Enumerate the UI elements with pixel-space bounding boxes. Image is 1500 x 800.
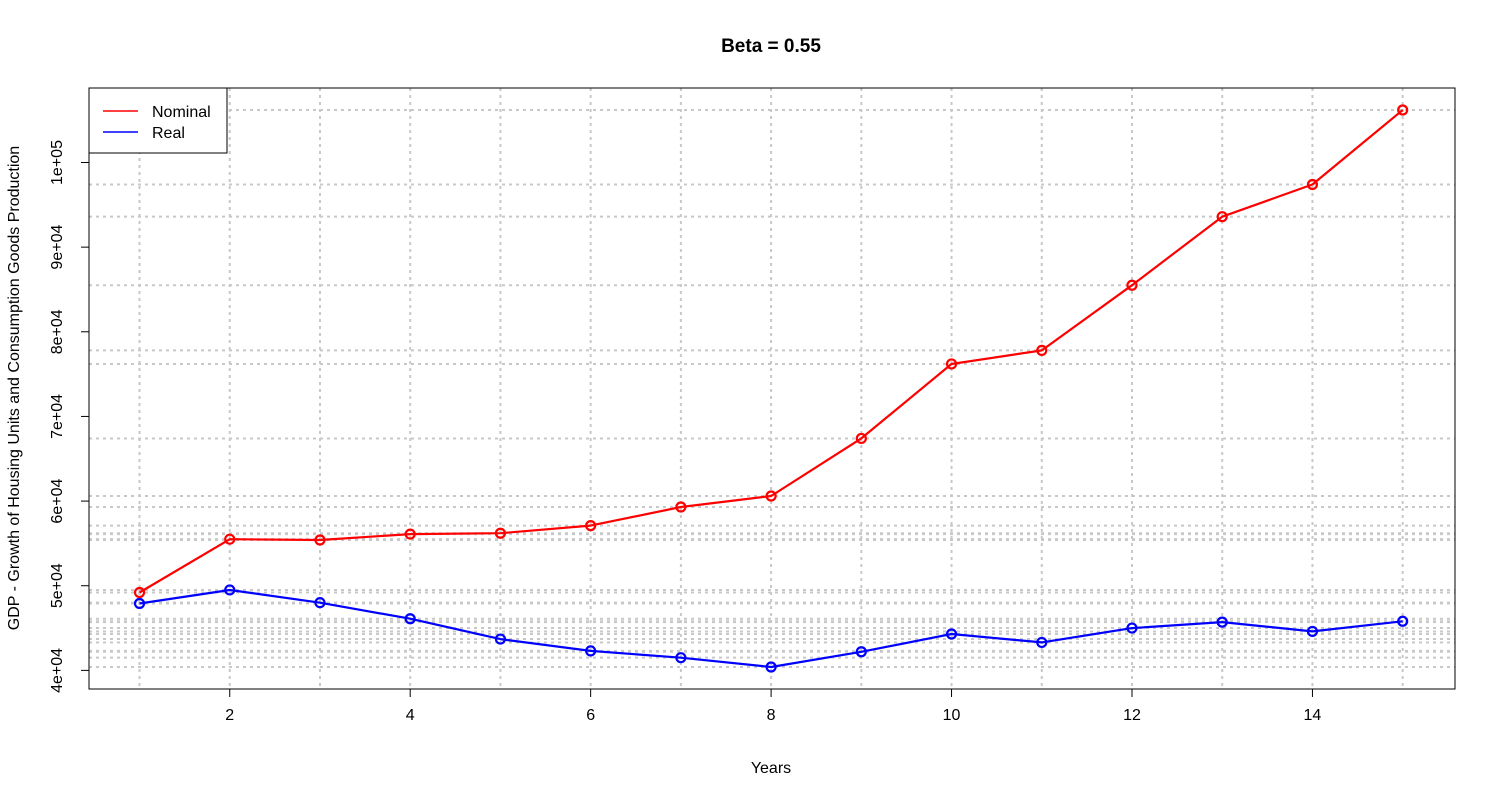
- x-tick-label: 12: [1123, 707, 1141, 724]
- y-tick-label: 1e+05: [49, 140, 66, 185]
- x-axis-label: Years: [751, 760, 791, 777]
- data-point-nominal: [1126, 279, 1138, 291]
- y-tick-label: 5e+04: [49, 563, 66, 608]
- data-point-nominal: [585, 520, 597, 532]
- data-point-nominal: [314, 534, 326, 546]
- data-point-nominal: [404, 528, 416, 540]
- y-axis: 4e+04 5e+04 6e+04 7e+04 8e+04 9e+04 1e+05: [49, 140, 89, 693]
- legend-box: [88, 87, 228, 154]
- data-point-nominal: [765, 490, 777, 502]
- data-point-real: [133, 597, 146, 610]
- legend-entry-nominal: Nominal: [103, 104, 211, 121]
- legend-label-real: Real: [152, 125, 185, 142]
- data-point-real: [675, 652, 687, 664]
- x-tick-label: 10: [943, 707, 961, 724]
- series-line-nominal: [138, 109, 1404, 594]
- data-point-real: [404, 613, 416, 625]
- y-tick-label: 4e+04: [49, 648, 66, 693]
- data-point-real: [1126, 622, 1138, 634]
- data-point-real: [765, 661, 777, 673]
- data-point-nominal: [133, 586, 146, 599]
- series-layer: [133, 104, 1409, 673]
- x-axis: 2 4 6 8 10 12 14: [225, 689, 1321, 724]
- data-point-nominal: [1036, 344, 1048, 357]
- data-point-nominal: [945, 358, 958, 370]
- data-point-nominal: [224, 533, 236, 545]
- data-point-nominal: [855, 432, 867, 445]
- legend: Nominal Real: [88, 87, 228, 154]
- y-tick-label: 6e+04: [49, 479, 66, 524]
- x-tick-label: 4: [406, 707, 415, 724]
- data-point-nominal: [1216, 211, 1228, 223]
- x-tick-label: 2: [225, 707, 234, 724]
- data-point-real: [1306, 625, 1319, 638]
- data-point-real: [855, 646, 867, 658]
- plot-frame: [88, 87, 1456, 690]
- data-point-real: [1036, 636, 1048, 649]
- y-axis-label: GDP - Growth of Housing Units and Consum…: [6, 146, 23, 630]
- y-tick-label: 8e+04: [49, 309, 66, 354]
- data-point-real: [1397, 615, 1409, 627]
- data-point-real: [224, 584, 236, 596]
- x-tick-label: 14: [1304, 707, 1322, 724]
- x-tick-label: 6: [586, 707, 595, 724]
- data-point-real: [1216, 616, 1228, 628]
- data-point-real: [585, 645, 597, 657]
- data-point-real: [494, 633, 507, 645]
- data-point-nominal: [1306, 178, 1319, 191]
- data-point-real: [314, 597, 326, 609]
- data-point-nominal: [494, 527, 507, 539]
- x-tick-label: 8: [767, 707, 776, 724]
- chart-title: Beta = 0.55: [721, 36, 821, 57]
- legend-label-nominal: Nominal: [152, 104, 211, 121]
- data-point-real: [945, 628, 958, 640]
- data-point-nominal: [675, 501, 687, 513]
- series-line-real: [139, 588, 1403, 669]
- y-tick-label: 7e+04: [49, 394, 66, 439]
- data-point-nominal: [1397, 104, 1409, 116]
- legend-entry-real: Real: [103, 125, 185, 142]
- y-tick-label: 9e+04: [49, 225, 66, 270]
